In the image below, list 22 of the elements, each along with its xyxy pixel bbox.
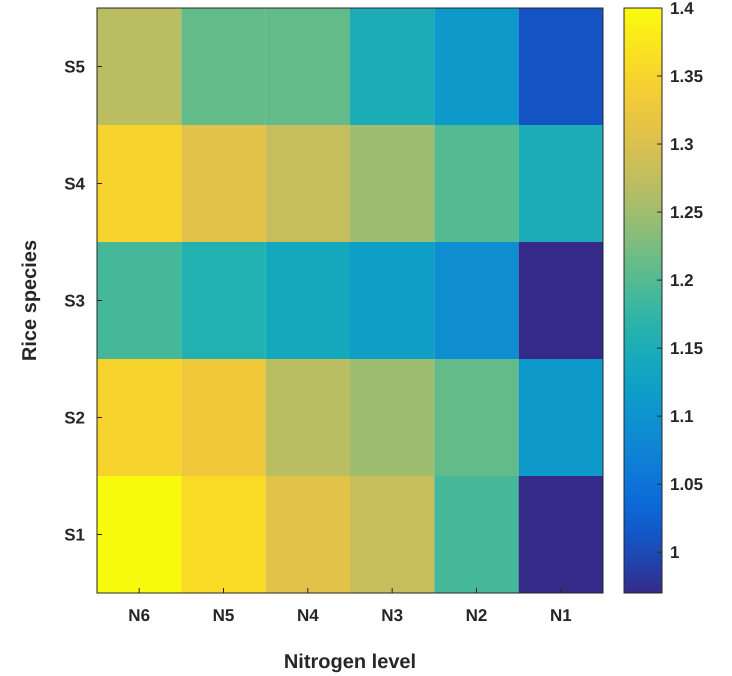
x-tick-label: N6: [128, 606, 150, 625]
color-bar-label: 1.15: [670, 339, 704, 358]
y-tick-label: S3: [64, 292, 85, 310]
color-bar-label: 1.05: [670, 475, 704, 494]
color-bar-label: 1.25: [670, 203, 704, 222]
color-bar-label: 1.4: [670, 0, 694, 18]
y-tick-label: S2: [64, 408, 85, 428]
x-tick-label: N4: [296, 606, 320, 625]
x-tick-label: N5: [212, 606, 234, 625]
color-bar-label: 1.35: [670, 67, 704, 86]
y-axis-title: Rice species: [19, 240, 41, 362]
color-bar-label: 1: [670, 543, 680, 562]
y-tick-label: S1: [64, 526, 85, 544]
x-tick-label: N2: [466, 606, 488, 625]
color-bar-label: 1.2: [670, 271, 694, 290]
x-axis-title: Nitrogen level: [284, 651, 416, 673]
color-bar-label: 1.3: [670, 135, 694, 154]
color-bar-label: 1.1: [670, 407, 694, 426]
y-tick-label: S5: [64, 58, 85, 76]
x-tick-label: N3: [381, 606, 404, 625]
x-tick-label: N1: [550, 606, 572, 625]
y-tick-label: S4: [64, 174, 86, 194]
